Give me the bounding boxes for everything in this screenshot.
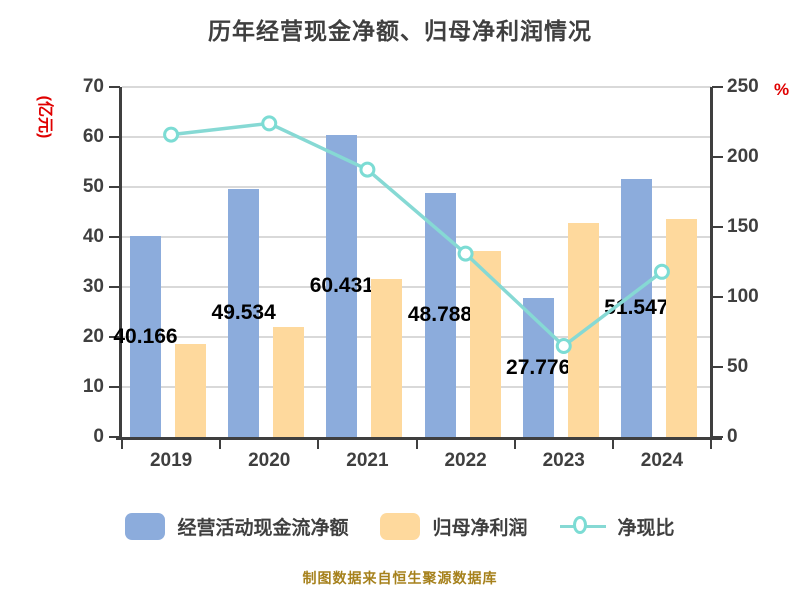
right-axis-tick (712, 226, 723, 228)
chart-title: 历年经营现金净额、归母净利润情况 (208, 18, 592, 44)
bar-profit-2020[interactable] (273, 326, 305, 437)
left-axis-tick-label: 0 (93, 426, 104, 447)
right-axis-tick-label: 250 (727, 76, 759, 97)
right-axis-tick (712, 436, 723, 438)
x-axis-line (116, 437, 722, 440)
left-axis-tick (109, 236, 120, 238)
x-axis-tick (415, 440, 418, 449)
bar-profit-2024[interactable] (665, 219, 697, 437)
right-axis-tick-label: 50 (727, 356, 749, 377)
right-axis-unit-label: % (774, 80, 790, 99)
gridline (122, 86, 711, 88)
right-axis-tick (712, 366, 723, 368)
bar-value-label-2019: 40.166 (113, 324, 178, 348)
x-axis-tick (513, 440, 516, 449)
bar-value-label-2020: 49.534 (211, 301, 276, 325)
left-axis-tick-label: 30 (82, 276, 104, 297)
bar-profit-2022[interactable] (469, 250, 501, 437)
x-axis-label-2023: 2023 (542, 450, 585, 471)
gridline (122, 136, 711, 138)
x-axis-tick (611, 440, 614, 449)
line-point-2021[interactable] (359, 161, 376, 178)
bar-profit-2019[interactable] (175, 344, 206, 437)
left-axis-tick (109, 136, 120, 138)
left-axis-tick (109, 86, 120, 88)
left-axis-tick-label: 20 (82, 326, 104, 347)
left-axis-unit-label: (亿元) (36, 95, 53, 139)
right-axis-tick-label: 200 (727, 146, 759, 167)
left-axis-tick (109, 336, 120, 338)
left-axis-tick (109, 286, 120, 288)
legend-label-net-profit: 归母净利润 (432, 518, 528, 539)
left-axis-tick-label: 70 (82, 76, 104, 97)
x-axis-label-2022: 2022 (444, 450, 487, 471)
legend-item-operating-cash-flow[interactable]: 经营活动现金流净额 (125, 513, 348, 540)
left-axis-tick (109, 386, 120, 388)
legend-item-net-profit[interactable]: 归母净利润 (380, 513, 528, 540)
x-axis-tick (219, 440, 222, 449)
x-axis-label-2020: 2020 (248, 450, 291, 471)
legend-label-operating-cash-flow: 经营活动现金流净额 (177, 518, 349, 539)
right-axis-tick-label: 150 (727, 216, 759, 237)
data-source-caption: 制图数据来自恒生聚源数据库 (302, 570, 498, 586)
bar-value-label-2022: 48.788 (407, 303, 473, 327)
bar-profit-2023[interactable] (567, 223, 599, 437)
legend-swatch-profit-icon (380, 513, 421, 540)
left-axis-tick-label: 60 (82, 126, 104, 147)
bar-value-label-2021: 60.431 (309, 273, 374, 297)
left-axis-tick (109, 436, 120, 438)
right-axis-tick-label: 0 (727, 426, 738, 447)
bar-value-label-2024: 51.547 (604, 296, 669, 320)
right-axis-tick-label: 100 (727, 286, 759, 307)
right-axis-tick (712, 296, 723, 298)
x-axis-tick (710, 440, 712, 449)
legend-line-marker-icon (559, 513, 606, 540)
x-axis-label-2024: 2024 (640, 450, 684, 471)
x-axis-tick (317, 440, 320, 449)
legend: 经营活动现金流净额 归母净利润 净现比 (0, 513, 800, 540)
legend-label-net-cash-ratio: 净现比 (617, 518, 675, 539)
line-point-2020[interactable] (261, 115, 278, 132)
bar-value-label-2023: 27.776 (506, 355, 571, 379)
left-axis-line (119, 87, 122, 440)
right-axis-tick (712, 156, 723, 158)
legend-swatch-cash-icon (125, 513, 166, 540)
gridline (122, 386, 711, 388)
bar-cash-2019[interactable] (130, 236, 161, 437)
left-axis-tick-label: 10 (82, 376, 104, 397)
left-axis-tick-label: 50 (82, 176, 104, 197)
bar-profit-2021[interactable] (371, 278, 403, 437)
right-axis-line (710, 87, 713, 440)
left-axis-tick (109, 186, 120, 188)
x-axis-label-2021: 2021 (346, 450, 389, 471)
x-axis-label-2019: 2019 (149, 450, 193, 471)
left-axis-tick-label: 40 (82, 226, 104, 247)
right-axis-tick (712, 86, 723, 88)
legend-item-net-cash-ratio[interactable]: 净现比 (559, 513, 675, 540)
line-point-2019[interactable] (163, 126, 180, 143)
x-axis-tick (121, 440, 123, 449)
